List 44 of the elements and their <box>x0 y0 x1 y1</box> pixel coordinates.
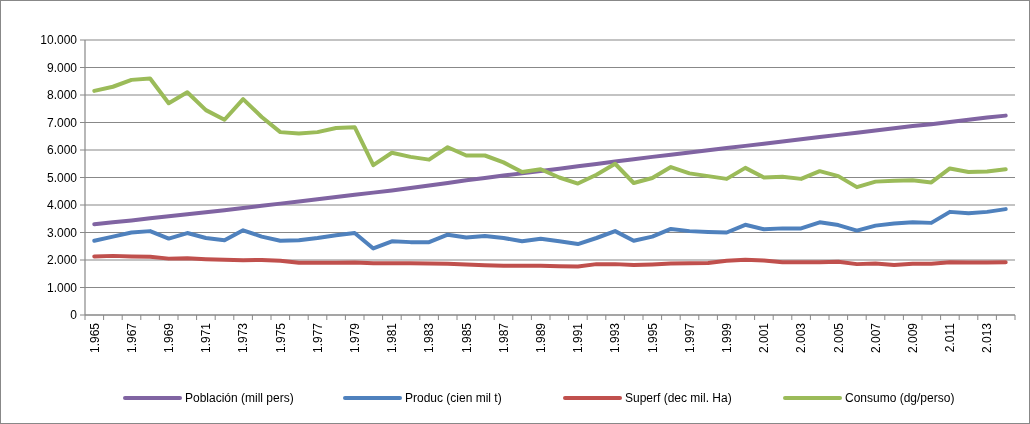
x-tick-label: 1.995 <box>645 322 660 354</box>
x-tick-label: 1.993 <box>608 322 623 354</box>
x-tick-label: 1.967 <box>124 322 139 354</box>
x-tick-label: 1.983 <box>422 322 437 354</box>
x-tick-label: 2.005 <box>831 322 846 354</box>
y-tick-label: 9.000 <box>46 60 78 75</box>
line-series <box>92 207 1008 251</box>
y-tick-label: 8.000 <box>46 88 78 103</box>
x-tick-label: 1.981 <box>385 322 400 354</box>
x-tick-label: 2.001 <box>757 322 772 354</box>
x-tick-label: 1.971 <box>199 322 214 354</box>
x-tick-label: 1.997 <box>682 322 697 354</box>
y-tick-label: 0 <box>70 308 78 323</box>
x-tick-label: 1.969 <box>161 322 176 354</box>
y-tick-label: 3.000 <box>46 225 78 240</box>
line-series <box>92 113 1008 227</box>
legend-label: Población (mill pers) <box>185 391 294 406</box>
y-tick-label: 7.000 <box>46 115 78 130</box>
x-tick-label: 1.973 <box>236 322 251 354</box>
x-tick-label: 1.989 <box>533 322 548 354</box>
x-tick-label: 1.977 <box>310 322 325 354</box>
legend-label: Produc (cien mil t) <box>405 391 502 406</box>
x-tick-label: 1.975 <box>273 322 288 354</box>
y-tick-label: 6.000 <box>46 143 78 158</box>
x-tick-label: 2.011 <box>943 322 958 353</box>
x-tick-label: 1.985 <box>459 322 474 354</box>
y-tick-label: 1.000 <box>46 280 78 295</box>
x-tick-label: 1.991 <box>571 322 586 354</box>
y-tick-label: 10.000 <box>40 33 78 48</box>
x-tick-label: 1.979 <box>347 322 362 354</box>
line-series <box>92 253 1008 269</box>
x-tick-label: 2.009 <box>905 322 920 354</box>
x-tick-label: 2.013 <box>980 322 995 354</box>
line-series <box>92 76 1008 190</box>
x-tick-label: 2.007 <box>868 322 883 354</box>
x-tick-label: 1.999 <box>719 322 734 354</box>
y-tick-label: 4.000 <box>46 198 78 213</box>
y-tick-label: 2.000 <box>46 253 78 268</box>
x-tick-label: 2.003 <box>794 322 809 354</box>
legend-label: Superf (dec mil. Ha) <box>625 391 732 406</box>
legend-label: Consumo (dg/perso) <box>845 391 955 406</box>
y-tick-label: 5.000 <box>46 170 78 185</box>
x-tick-label: 1.987 <box>496 322 511 354</box>
x-tick-label: 1.965 <box>87 322 102 354</box>
